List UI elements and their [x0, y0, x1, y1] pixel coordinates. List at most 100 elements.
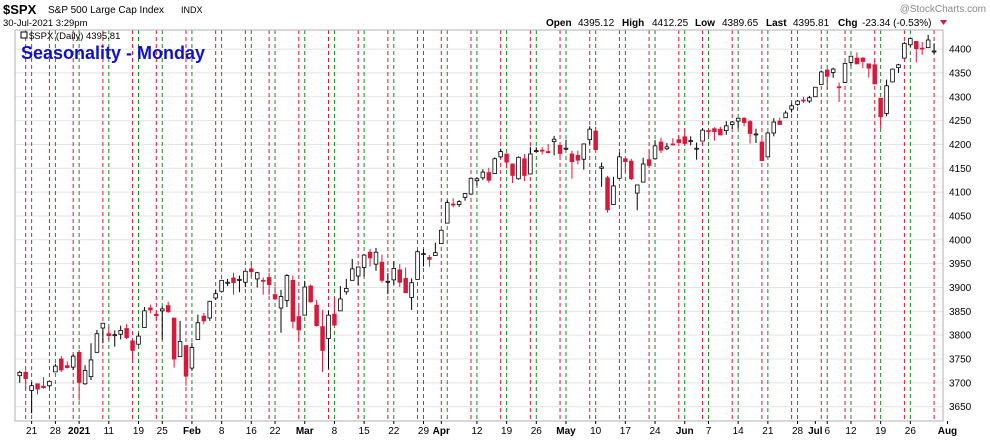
candle-body [231, 277, 236, 284]
candle-body [884, 85, 889, 114]
y-tick-label: 4300 [949, 92, 972, 103]
candle-down [76, 349, 82, 401]
candle-body [640, 163, 646, 183]
candle-body [165, 305, 171, 313]
candle-down [712, 127, 717, 141]
candle-down [260, 277, 266, 295]
candle-down [165, 301, 171, 313]
candle-body [919, 47, 925, 50]
candle-up [789, 103, 794, 113]
candle-body [771, 121, 777, 134]
candle-body [433, 252, 438, 256]
candle-up [88, 343, 94, 380]
candle-up [70, 354, 76, 370]
candle-body [623, 158, 628, 163]
candle-up [225, 278, 230, 287]
y-tick-label: 3700 [949, 378, 972, 389]
candle-down [569, 150, 575, 179]
candle-up [189, 342, 195, 371]
candle-down [65, 361, 70, 369]
candle-body [836, 86, 842, 89]
candle-down [629, 158, 634, 181]
candle-up [830, 67, 836, 78]
axes: 3650 3700 3750 3800 3850 3900 3950 4000 4050 4100… [14, 29, 972, 437]
change-label: Chg [838, 18, 857, 29]
candle-body [35, 383, 40, 390]
candle-body [813, 86, 818, 98]
candle-down [231, 272, 236, 295]
candle-down [183, 345, 189, 386]
candle-down [272, 286, 278, 300]
candle-body [842, 62, 848, 83]
candle-body [450, 203, 456, 206]
candle-body [82, 370, 88, 385]
candle-body [795, 100, 800, 105]
candle-up [480, 169, 486, 181]
y-tick-label: 3650 [949, 402, 972, 413]
candle-body [444, 202, 450, 224]
candle-down [379, 254, 385, 283]
candle-up [243, 270, 248, 288]
open-label: Open [546, 18, 572, 29]
candle-down [914, 41, 919, 63]
high-label: High [622, 18, 644, 29]
candle-body [563, 147, 569, 150]
candle-up [664, 143, 670, 151]
x-tick-label: 28 [50, 426, 62, 437]
candle-down [539, 147, 545, 155]
candle-up [795, 100, 800, 106]
candle-body [338, 298, 343, 312]
candle-down [545, 143, 551, 154]
y-tick-label: 3900 [949, 283, 972, 294]
exchange-label: INDX [181, 5, 203, 15]
candle-down [866, 63, 872, 78]
candle-body [349, 268, 355, 281]
candle-down [320, 309, 325, 372]
x-tick-label: 8 [219, 426, 225, 437]
candle-body [23, 371, 28, 379]
candle-down [124, 324, 129, 339]
candle-body [753, 133, 759, 136]
candle-body [266, 277, 272, 286]
candle-up [421, 248, 426, 267]
candle-down [575, 150, 581, 165]
high-value: 4412.25 [652, 18, 689, 29]
candle-up [819, 70, 824, 85]
candle-up [700, 128, 705, 142]
candle-down [860, 57, 866, 69]
candle-up [462, 193, 468, 201]
candle-up [456, 200, 462, 207]
candle-down [593, 126, 598, 151]
x-tick-label: May [556, 426, 576, 437]
weekday-marker-lines [25, 30, 935, 421]
x-tick-label: Apr [433, 426, 450, 437]
x-tick-label: 21 [762, 426, 774, 437]
candle-down [367, 248, 373, 267]
x-tick-label: Jun [676, 426, 694, 437]
candle-body [587, 128, 592, 141]
candle-body [219, 279, 224, 292]
candle-up [842, 62, 848, 83]
candle-body [201, 315, 207, 322]
candle-body [724, 125, 729, 132]
candle-body [207, 300, 212, 319]
candle-down [741, 117, 747, 127]
candle-body [183, 345, 189, 377]
plot-frame [14, 29, 944, 422]
x-tick-label: 7 [706, 426, 712, 437]
candle-body [747, 121, 753, 134]
candle-body [171, 317, 177, 360]
candle-body [676, 139, 682, 143]
candle-up [373, 247, 379, 271]
candle-body [439, 229, 444, 245]
security-name: S&P 500 Large Cap Index [48, 5, 164, 16]
candle-down [290, 275, 296, 329]
x-tick-label: 12 [845, 426, 857, 437]
candle-body [415, 251, 420, 280]
candle-up [94, 329, 100, 353]
symbol-label: $SPX [3, 2, 37, 17]
candle-down [747, 120, 753, 144]
candle-down [266, 272, 272, 296]
candle-down [557, 144, 563, 157]
x-tick-label: 6 [824, 426, 830, 437]
